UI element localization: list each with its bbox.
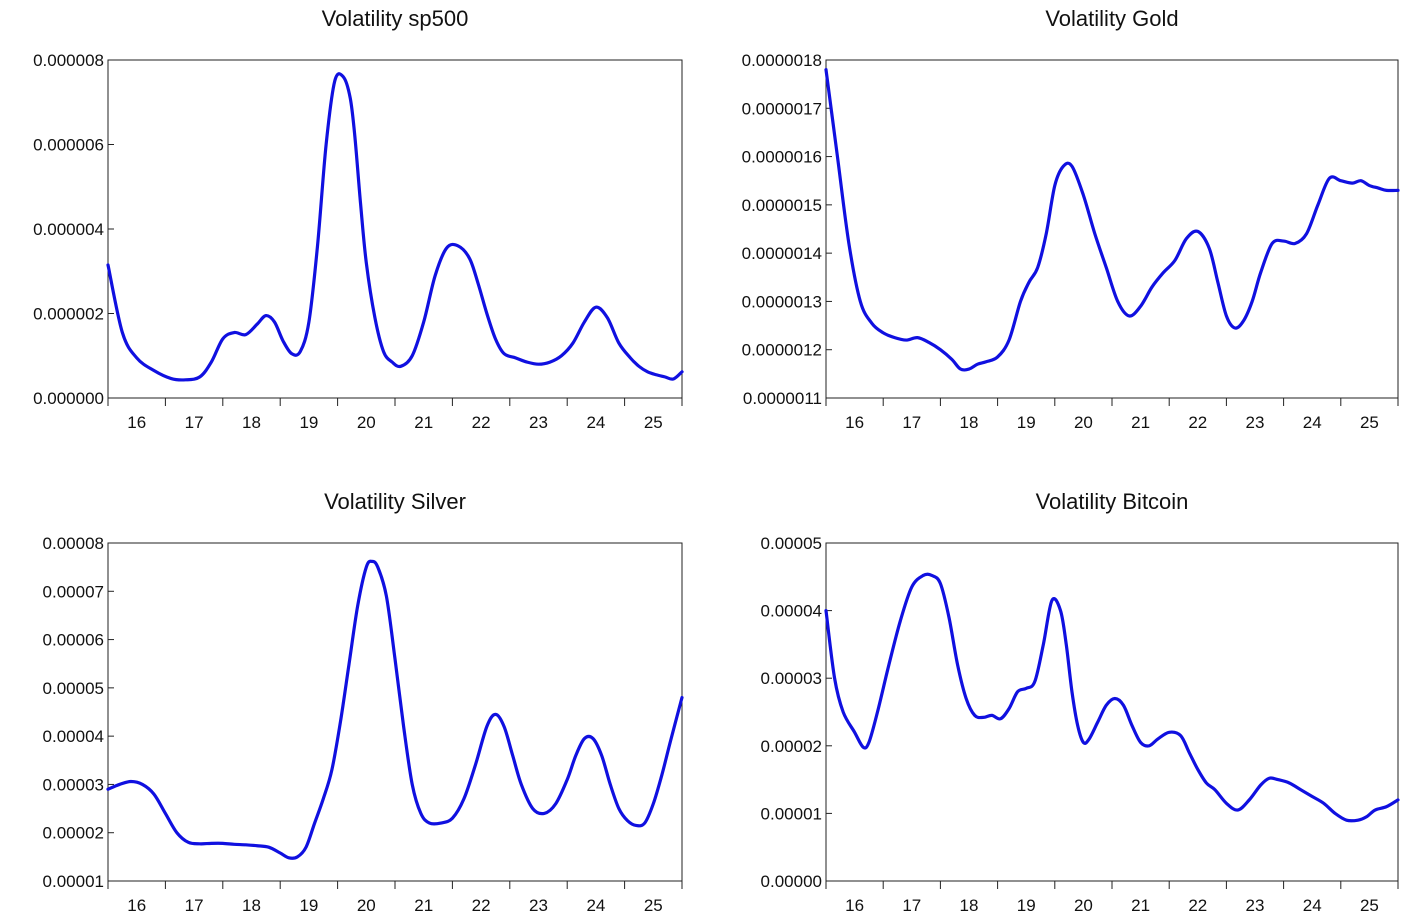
x-tick-label: 16 xyxy=(127,413,146,432)
y-tick-label: 0.00000 xyxy=(761,872,822,891)
y-tick-label: 0.00005 xyxy=(761,534,822,553)
series-line xyxy=(824,68,1400,372)
y-tick-label: 0.0000018 xyxy=(742,51,822,70)
x-tick-label: 17 xyxy=(902,896,921,915)
chart-title: Volatility Bitcoin xyxy=(1036,489,1189,514)
y-tick-label: 0.00001 xyxy=(761,804,822,823)
x-tick-label: 20 xyxy=(1074,413,1093,432)
y-tick-label: 0.00004 xyxy=(43,727,104,746)
x-tick-label: 21 xyxy=(1131,413,1150,432)
plot-frame xyxy=(825,542,1399,882)
x-tick-label: 19 xyxy=(299,413,318,432)
x-tick-label: 22 xyxy=(472,896,491,915)
chart-panel-silver: Volatility Silver 0.00001 0.00002 0.00003 0… xyxy=(43,489,684,915)
chart-panel-gold: Volatility Gold 0.0000011 0.0000012 0.0000… xyxy=(742,6,1400,432)
y-tick-label: 0.0000014 xyxy=(742,244,822,263)
x-tick-label: 25 xyxy=(1360,413,1379,432)
y-tick-label: 0.00007 xyxy=(43,582,104,601)
y-tick-label: 0.000004 xyxy=(33,220,104,239)
y-tick-label: 0.000008 xyxy=(33,51,104,70)
y-tick-label: 0.000006 xyxy=(33,136,104,155)
x-tick-label: 17 xyxy=(185,413,204,432)
x-tick-label: 21 xyxy=(414,413,433,432)
x-tick-label: 17 xyxy=(902,413,921,432)
x-tick-label: 25 xyxy=(644,896,663,915)
x-tick-label: 19 xyxy=(1017,413,1036,432)
x-tick-label: 18 xyxy=(242,413,261,432)
y-tick-label: 0.00005 xyxy=(43,679,104,698)
y-tick-label: 0.00003 xyxy=(43,775,104,794)
x-tick-label: 20 xyxy=(1074,896,1093,915)
y-tick-label: 0.0000011 xyxy=(743,389,822,408)
x-tick-label: 23 xyxy=(529,413,548,432)
x-tick-label: 24 xyxy=(1303,413,1322,432)
x-tick-label: 16 xyxy=(845,413,864,432)
y-tick-label: 0.00006 xyxy=(43,631,104,650)
x-tick-label: 18 xyxy=(960,413,979,432)
y-tick-label: 0.000002 xyxy=(33,305,104,324)
x-tick-label: 21 xyxy=(414,896,433,915)
y-tick-label: 0.00004 xyxy=(761,602,822,621)
x-tick-label: 16 xyxy=(127,896,146,915)
y-tick-label: 0.00001 xyxy=(43,872,104,891)
x-tick-label: 23 xyxy=(529,896,548,915)
y-tick-label: 0.0000016 xyxy=(742,148,822,167)
x-tick-label: 23 xyxy=(1246,413,1265,432)
x-tick-label: 25 xyxy=(644,413,663,432)
plot-frame xyxy=(107,542,683,882)
series-line xyxy=(106,72,684,382)
x-tick-label: 21 xyxy=(1131,896,1150,915)
x-tick-label: 19 xyxy=(299,896,318,915)
x-tick-label: 20 xyxy=(357,896,376,915)
x-tick-label: 18 xyxy=(242,896,261,915)
chart-panel-sp500: Volatility sp500 0.000000 0.000002 0.00000… xyxy=(33,6,684,432)
y-tick-label: 0.00002 xyxy=(43,824,104,843)
x-tick-label: 24 xyxy=(1303,896,1322,915)
y-tick-label: 0.00003 xyxy=(761,669,822,688)
x-tick-label: 22 xyxy=(1188,896,1207,915)
y-tick-label: 0.0000015 xyxy=(742,196,822,215)
series-line xyxy=(824,572,1400,823)
x-tick-label: 20 xyxy=(357,413,376,432)
x-tick-label: 22 xyxy=(1188,413,1207,432)
y-tick-label: 0.000000 xyxy=(33,389,104,408)
chart-title: Volatility Gold xyxy=(1045,6,1178,31)
y-tick-label: 0.00008 xyxy=(43,534,104,553)
x-tick-label: 18 xyxy=(960,896,979,915)
plot-frame xyxy=(825,59,1399,399)
chart-panel-bitcoin: Volatility Bitcoin 0.00000 0.00001 0.00002… xyxy=(761,489,1400,915)
plot-frame xyxy=(107,59,683,399)
y-tick-label: 0.0000012 xyxy=(742,341,822,360)
y-tick-label: 0.0000013 xyxy=(742,292,822,311)
x-tick-label: 23 xyxy=(1246,896,1265,915)
chart-title: Volatility sp500 xyxy=(322,6,469,31)
x-tick-label: 24 xyxy=(586,413,605,432)
chart-title: Volatility Silver xyxy=(324,489,466,514)
x-tick-label: 25 xyxy=(1360,896,1379,915)
x-tick-label: 16 xyxy=(845,896,864,915)
x-tick-label: 19 xyxy=(1017,896,1036,915)
series-line xyxy=(106,559,684,860)
x-tick-label: 17 xyxy=(185,896,204,915)
x-tick-label: 24 xyxy=(586,896,605,915)
y-tick-label: 0.0000017 xyxy=(742,99,822,118)
x-tick-label: 22 xyxy=(472,413,491,432)
y-tick-label: 0.00002 xyxy=(761,737,822,756)
